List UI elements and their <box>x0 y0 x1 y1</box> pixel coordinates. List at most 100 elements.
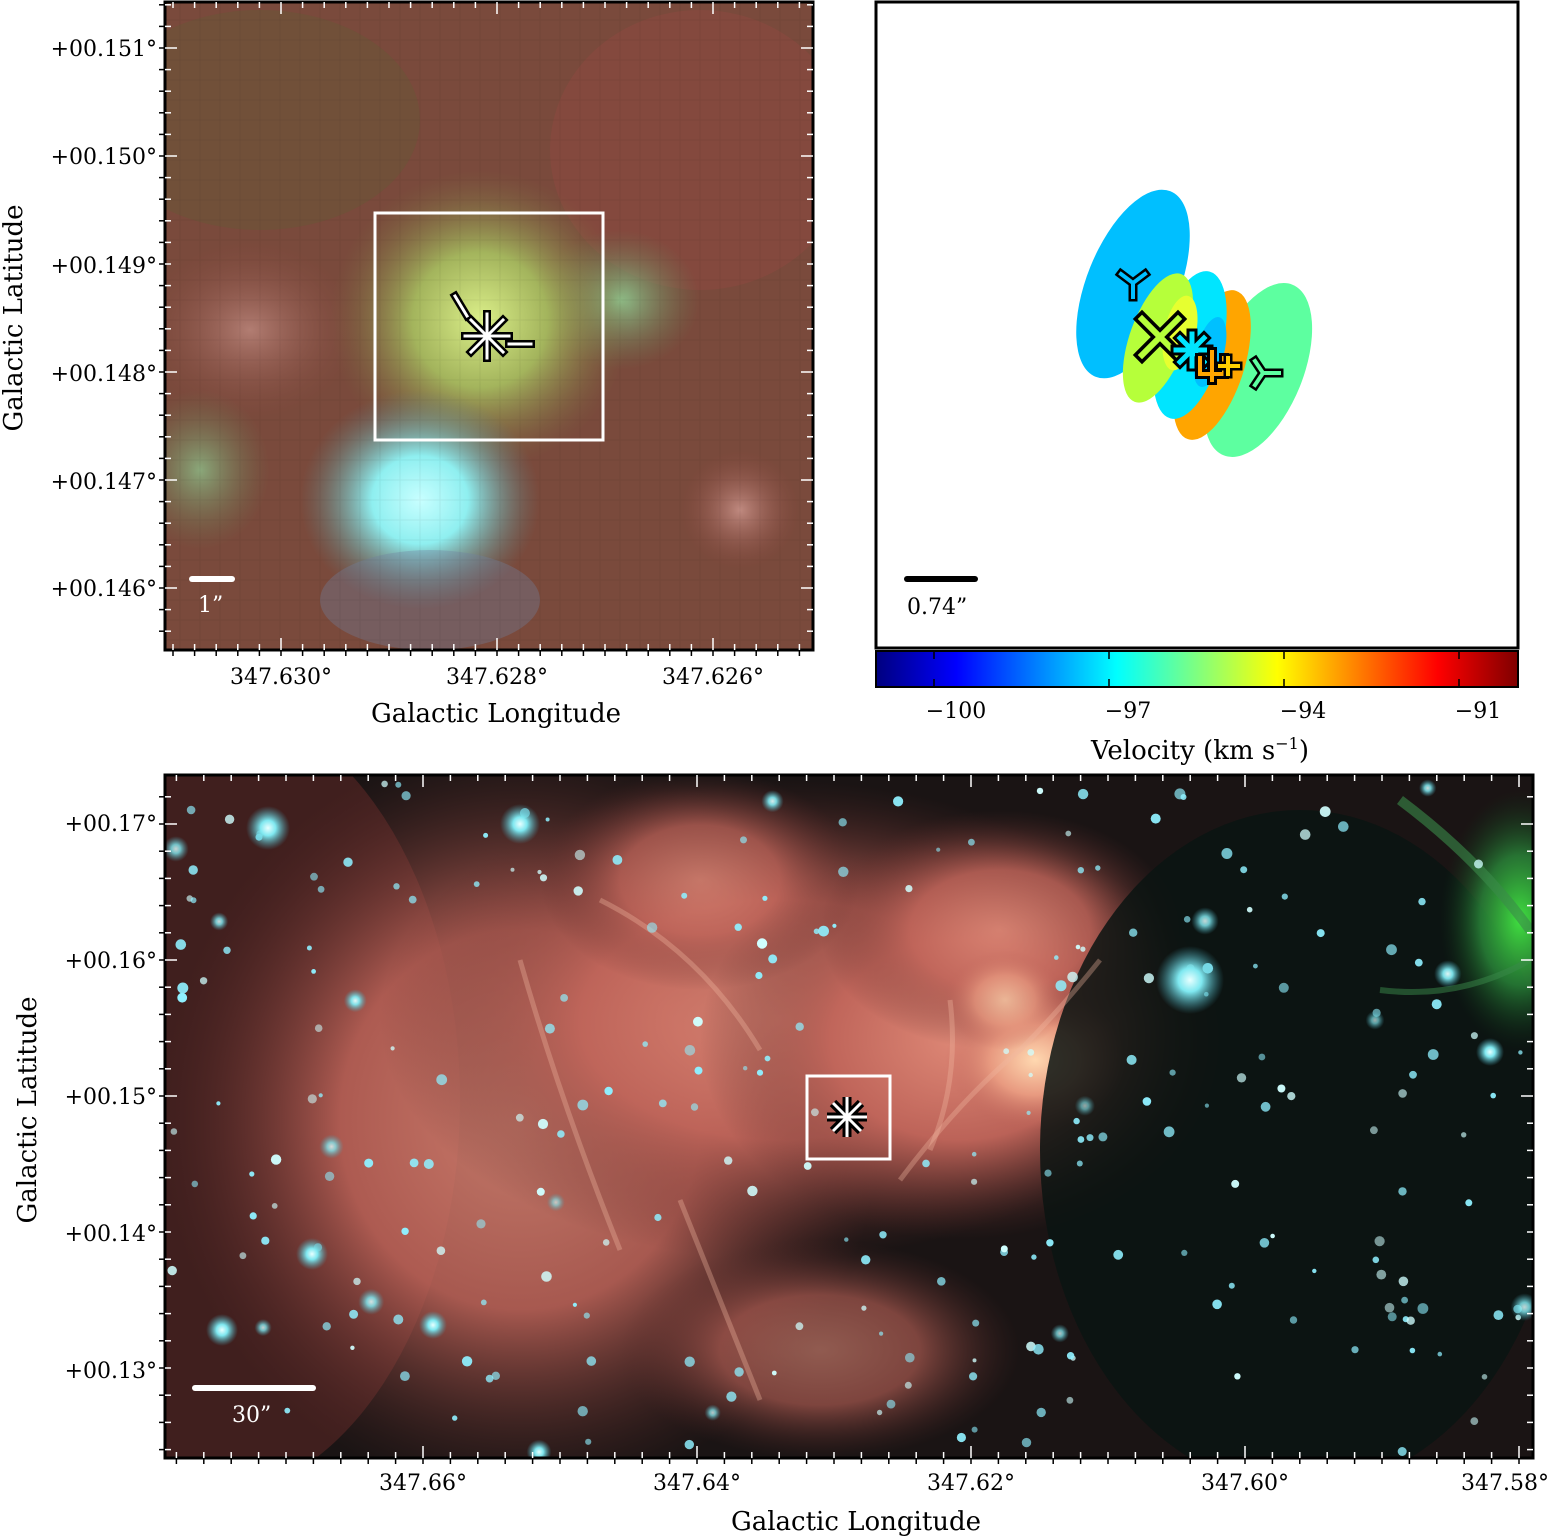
star <box>972 1358 977 1363</box>
star <box>1098 1132 1108 1142</box>
star <box>1066 1396 1074 1404</box>
star <box>401 1227 409 1236</box>
star <box>1397 1447 1407 1456</box>
star <box>1150 813 1161 824</box>
star <box>1221 848 1233 859</box>
star <box>755 971 763 980</box>
star <box>861 1255 871 1265</box>
maser-marker-cluster <box>449 290 535 362</box>
star <box>972 1319 980 1327</box>
star <box>1427 1049 1439 1060</box>
zoom-image <box>165 2 813 650</box>
star <box>546 1193 566 1212</box>
star <box>381 780 388 788</box>
star <box>724 1156 733 1165</box>
star <box>165 836 189 862</box>
star <box>350 1345 355 1351</box>
star <box>473 881 480 887</box>
star <box>393 1314 404 1325</box>
star <box>1234 1373 1241 1380</box>
bright-star <box>296 1238 328 1270</box>
star <box>1277 1084 1286 1093</box>
star <box>353 1277 361 1286</box>
star <box>905 885 913 893</box>
frame <box>874 0 1520 650</box>
x-tick-label: 347.62° <box>927 1471 1015 1496</box>
star <box>861 1305 867 1311</box>
star <box>190 897 197 904</box>
star <box>704 1404 721 1421</box>
star <box>436 1246 446 1255</box>
x-tick-label: 347.630° <box>230 665 332 690</box>
maser-marker-cluster <box>827 1097 867 1137</box>
star <box>1365 1010 1385 1030</box>
star <box>1181 1249 1188 1256</box>
star <box>1414 958 1423 967</box>
star <box>476 1219 486 1229</box>
star <box>693 1016 703 1027</box>
star <box>971 1426 978 1433</box>
star <box>1169 1069 1176 1076</box>
star <box>1518 1050 1523 1055</box>
star <box>1240 866 1248 874</box>
star <box>1278 982 1289 993</box>
star <box>1113 1249 1124 1260</box>
y-tick-label: +00.150° <box>51 145 157 170</box>
star <box>349 1309 359 1319</box>
star <box>838 818 847 827</box>
star <box>762 895 768 901</box>
star <box>1299 829 1311 840</box>
y-tick-label: +00.14° <box>65 1222 157 1247</box>
star <box>1434 960 1462 988</box>
star <box>317 885 325 893</box>
star <box>423 1159 434 1169</box>
star <box>545 817 550 822</box>
star <box>319 1134 344 1159</box>
star <box>1236 1073 1247 1083</box>
star <box>1370 1126 1378 1135</box>
star <box>684 1356 695 1367</box>
x-tick-label: 347.628° <box>446 665 548 690</box>
x-tick-label: 347.66° <box>379 1471 467 1496</box>
star <box>971 1178 978 1185</box>
star <box>223 946 231 954</box>
y-tick-label: +00.16° <box>65 949 157 974</box>
star <box>690 1103 699 1111</box>
colorbar-tick-label: −97 <box>1105 699 1151 724</box>
star <box>409 1158 419 1168</box>
star <box>904 1381 912 1389</box>
star <box>956 1432 967 1443</box>
x-tick-label: 347.60° <box>1201 1471 1289 1496</box>
star <box>1470 1032 1478 1040</box>
star <box>968 838 975 846</box>
star <box>844 1237 849 1242</box>
x-tick-labels: 347.630° 347.628° 347.626° <box>230 665 764 690</box>
star <box>186 805 196 815</box>
star <box>541 1271 552 1282</box>
star <box>694 1066 703 1075</box>
star <box>1470 1417 1479 1425</box>
star <box>1143 973 1154 984</box>
star <box>1077 788 1089 800</box>
star <box>1398 1276 1409 1287</box>
x-tick-label: 347.58° <box>1461 1471 1549 1496</box>
star <box>1031 1254 1037 1260</box>
star <box>311 969 316 974</box>
star <box>726 1391 737 1402</box>
star <box>358 1288 385 1315</box>
star <box>756 938 768 949</box>
star <box>249 1212 257 1220</box>
star <box>408 895 417 904</box>
star <box>832 923 837 928</box>
star <box>1003 1048 1010 1055</box>
star <box>734 923 742 931</box>
axis-ticks <box>159 2 813 656</box>
star <box>604 1086 613 1096</box>
star <box>1316 929 1325 938</box>
star <box>602 1239 610 1246</box>
y-tick-label: +00.15° <box>65 1085 157 1110</box>
star <box>879 1231 887 1239</box>
star <box>324 1171 335 1182</box>
star <box>740 836 747 844</box>
star <box>684 1045 696 1056</box>
